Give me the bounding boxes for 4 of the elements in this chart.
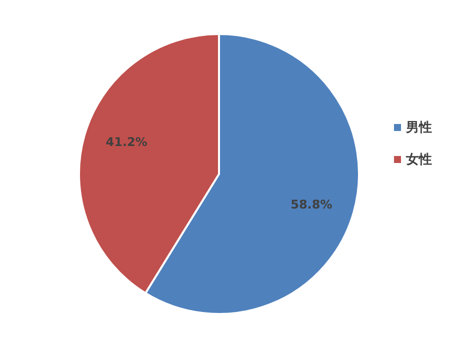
legend-label: 女性 bbox=[405, 152, 432, 168]
data-label: 41.2% bbox=[106, 134, 148, 149]
legend-label: 男性 bbox=[405, 120, 432, 136]
data-label: 58.8% bbox=[290, 198, 332, 212]
